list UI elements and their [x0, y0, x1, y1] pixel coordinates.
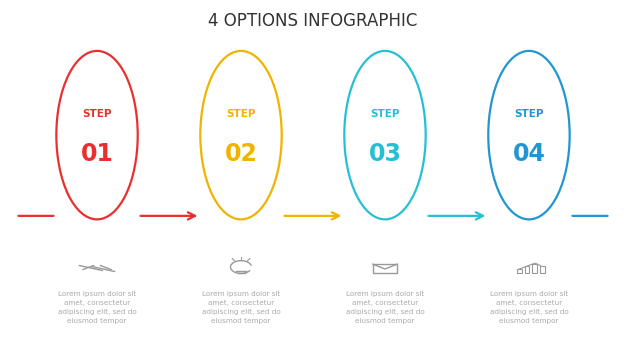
Text: 01: 01: [81, 143, 113, 166]
Text: STEP: STEP: [370, 109, 400, 119]
Text: 4 OPTIONS INFOGRAPHIC: 4 OPTIONS INFOGRAPHIC: [208, 12, 418, 30]
Bar: [525, 266, 530, 273]
Bar: [533, 264, 537, 273]
Text: 03: 03: [369, 143, 401, 166]
Text: Lorem ipsum dolor sit
amet, consectetur
adipiscing elit, sed do
eiusmod tempor: Lorem ipsum dolor sit amet, consectetur …: [490, 291, 568, 324]
Text: 02: 02: [225, 143, 257, 166]
Text: Lorem ipsum dolor sit
amet, consectetur
adipiscing elit, sed do
eiusmod tempor: Lorem ipsum dolor sit amet, consectetur …: [58, 291, 136, 324]
Text: STEP: STEP: [514, 109, 544, 119]
Text: STEP: STEP: [226, 109, 256, 119]
Text: STEP: STEP: [82, 109, 112, 119]
Text: 04: 04: [513, 143, 545, 166]
Text: Lorem ipsum dolor sit
amet, consectetur
adipiscing elit, sed do
eiusmod tempor: Lorem ipsum dolor sit amet, consectetur …: [346, 291, 424, 324]
Bar: [540, 266, 545, 273]
Text: Lorem ipsum dolor sit
amet, consectetur
adipiscing elit, sed do
eiusmod tempor: Lorem ipsum dolor sit amet, consectetur …: [202, 291, 280, 324]
Bar: [516, 270, 521, 273]
